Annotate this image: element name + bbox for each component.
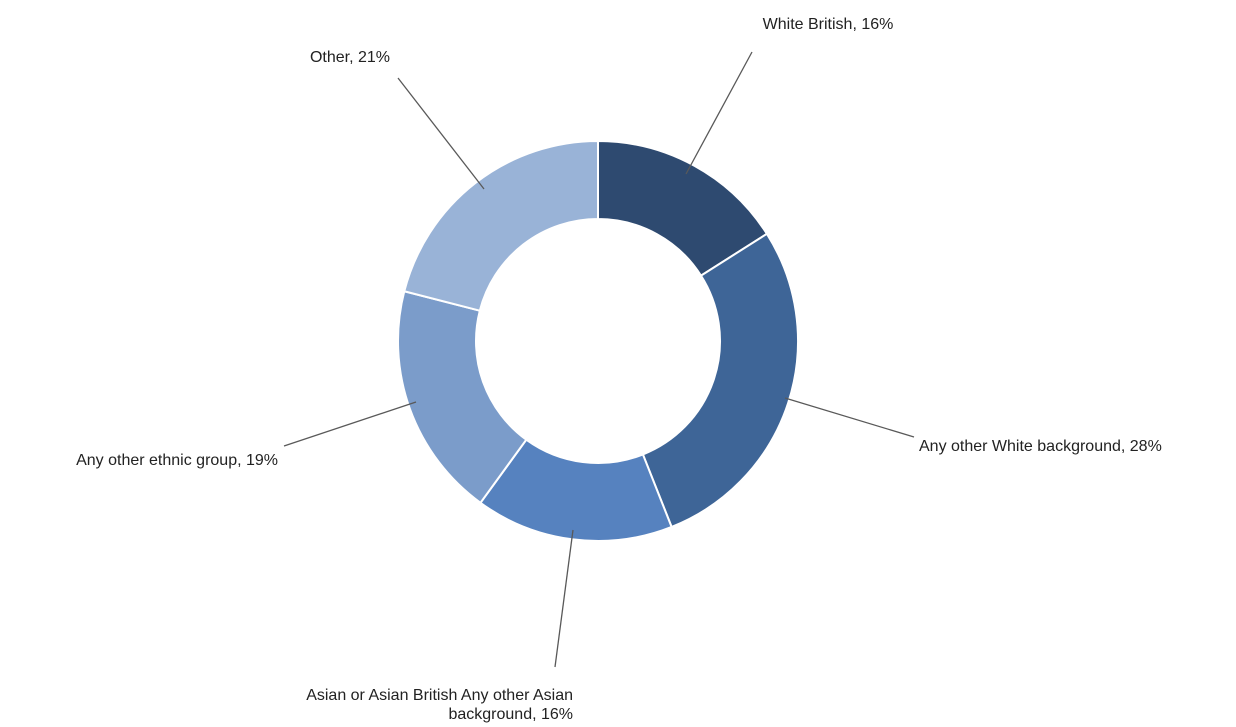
leader-line [685,51,753,175]
donut-slice [403,139,599,312]
donut-slice [397,290,528,505]
leader-line [554,529,574,668]
leader-line [784,397,915,438]
leader-line [397,77,485,190]
slice-label: Any other ethnic group, 19% [76,452,278,469]
slice-label: Any other White background, 28% [919,438,1162,455]
donut-slices [397,139,799,542]
leader-lines [283,51,915,668]
slice-label: background, 16% [448,706,573,723]
slice-labels: White British, 16% Any other White backgr… [76,16,1162,723]
donut-slice [641,232,799,529]
leader-line [283,401,417,447]
slice-label: Asian or Asian British Any other Asian [306,687,573,704]
slice-label: White British, 16% [763,16,894,33]
slice-label: Other, 21% [310,49,390,66]
